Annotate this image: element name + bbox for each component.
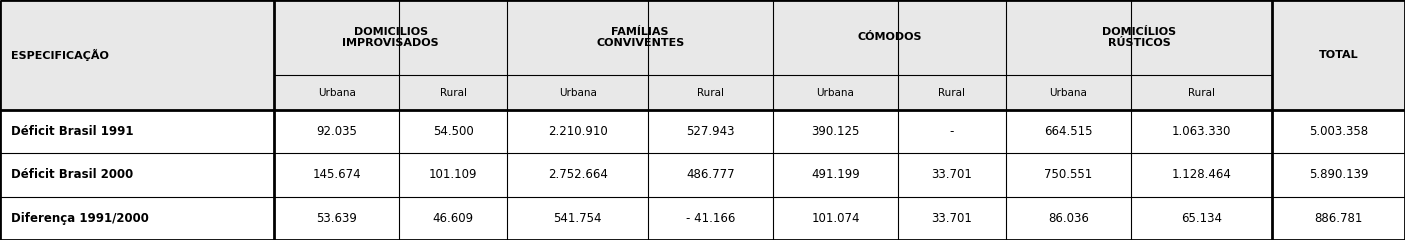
Text: 390.125: 390.125 bbox=[811, 125, 860, 138]
Text: Diferença 1991/2000: Diferença 1991/2000 bbox=[11, 212, 149, 225]
Text: Urbana: Urbana bbox=[816, 88, 854, 97]
Text: DOMICÍLIOS
RÚSTICOS: DOMICÍLIOS RÚSTICOS bbox=[1102, 27, 1176, 48]
Text: DOMICILIOS
IMPROVISADOS: DOMICILIOS IMPROVISADOS bbox=[343, 27, 438, 48]
Text: Déficit Brasil 1991: Déficit Brasil 1991 bbox=[11, 125, 133, 138]
Bar bbox=[0, 110, 1405, 153]
Text: -: - bbox=[950, 125, 954, 138]
Text: 92.035: 92.035 bbox=[316, 125, 357, 138]
Text: 5.890.139: 5.890.139 bbox=[1308, 168, 1368, 181]
Text: TOTAL: TOTAL bbox=[1319, 50, 1359, 60]
Bar bbox=[0, 153, 1405, 197]
Text: 527.943: 527.943 bbox=[687, 125, 735, 138]
Text: 33.701: 33.701 bbox=[932, 212, 972, 225]
Text: 101.074: 101.074 bbox=[811, 212, 860, 225]
Text: Urbana: Urbana bbox=[559, 88, 597, 97]
Text: 1.063.330: 1.063.330 bbox=[1172, 125, 1231, 138]
Text: 750.551: 750.551 bbox=[1044, 168, 1093, 181]
Text: 86.036: 86.036 bbox=[1048, 212, 1089, 225]
Text: CÓMODOS: CÓMODOS bbox=[857, 32, 922, 42]
Text: ESPECIFICAÇÃO: ESPECIFICAÇÃO bbox=[11, 49, 110, 61]
Text: 541.754: 541.754 bbox=[554, 212, 603, 225]
Text: 54.500: 54.500 bbox=[433, 125, 473, 138]
Text: 5.003.358: 5.003.358 bbox=[1309, 125, 1368, 138]
Text: Urbana: Urbana bbox=[1050, 88, 1087, 97]
Text: 2.752.664: 2.752.664 bbox=[548, 168, 608, 181]
Bar bbox=[0, 197, 1405, 240]
Text: 33.701: 33.701 bbox=[932, 168, 972, 181]
Text: 145.674: 145.674 bbox=[312, 168, 361, 181]
Text: - 41.166: - 41.166 bbox=[686, 212, 735, 225]
Text: 1.128.464: 1.128.464 bbox=[1172, 168, 1231, 181]
Bar bbox=[0, 0, 1405, 110]
Text: Rural: Rural bbox=[939, 88, 965, 97]
Text: 53.639: 53.639 bbox=[316, 212, 357, 225]
Text: 101.109: 101.109 bbox=[429, 168, 478, 181]
Text: 486.777: 486.777 bbox=[687, 168, 735, 181]
Text: 491.199: 491.199 bbox=[811, 168, 860, 181]
Text: 2.210.910: 2.210.910 bbox=[548, 125, 608, 138]
Text: Déficit Brasil 2000: Déficit Brasil 2000 bbox=[11, 168, 133, 181]
Text: 664.515: 664.515 bbox=[1044, 125, 1093, 138]
Text: Rural: Rural bbox=[440, 88, 466, 97]
Text: 65.134: 65.134 bbox=[1180, 212, 1222, 225]
Text: FAMÍLIAS
CONVIVENTES: FAMÍLIAS CONVIVENTES bbox=[596, 27, 684, 48]
Text: 886.781: 886.781 bbox=[1314, 212, 1363, 225]
Text: 46.609: 46.609 bbox=[433, 212, 473, 225]
Text: Rural: Rural bbox=[1187, 88, 1215, 97]
Text: Rural: Rural bbox=[697, 88, 725, 97]
Text: Urbana: Urbana bbox=[318, 88, 355, 97]
